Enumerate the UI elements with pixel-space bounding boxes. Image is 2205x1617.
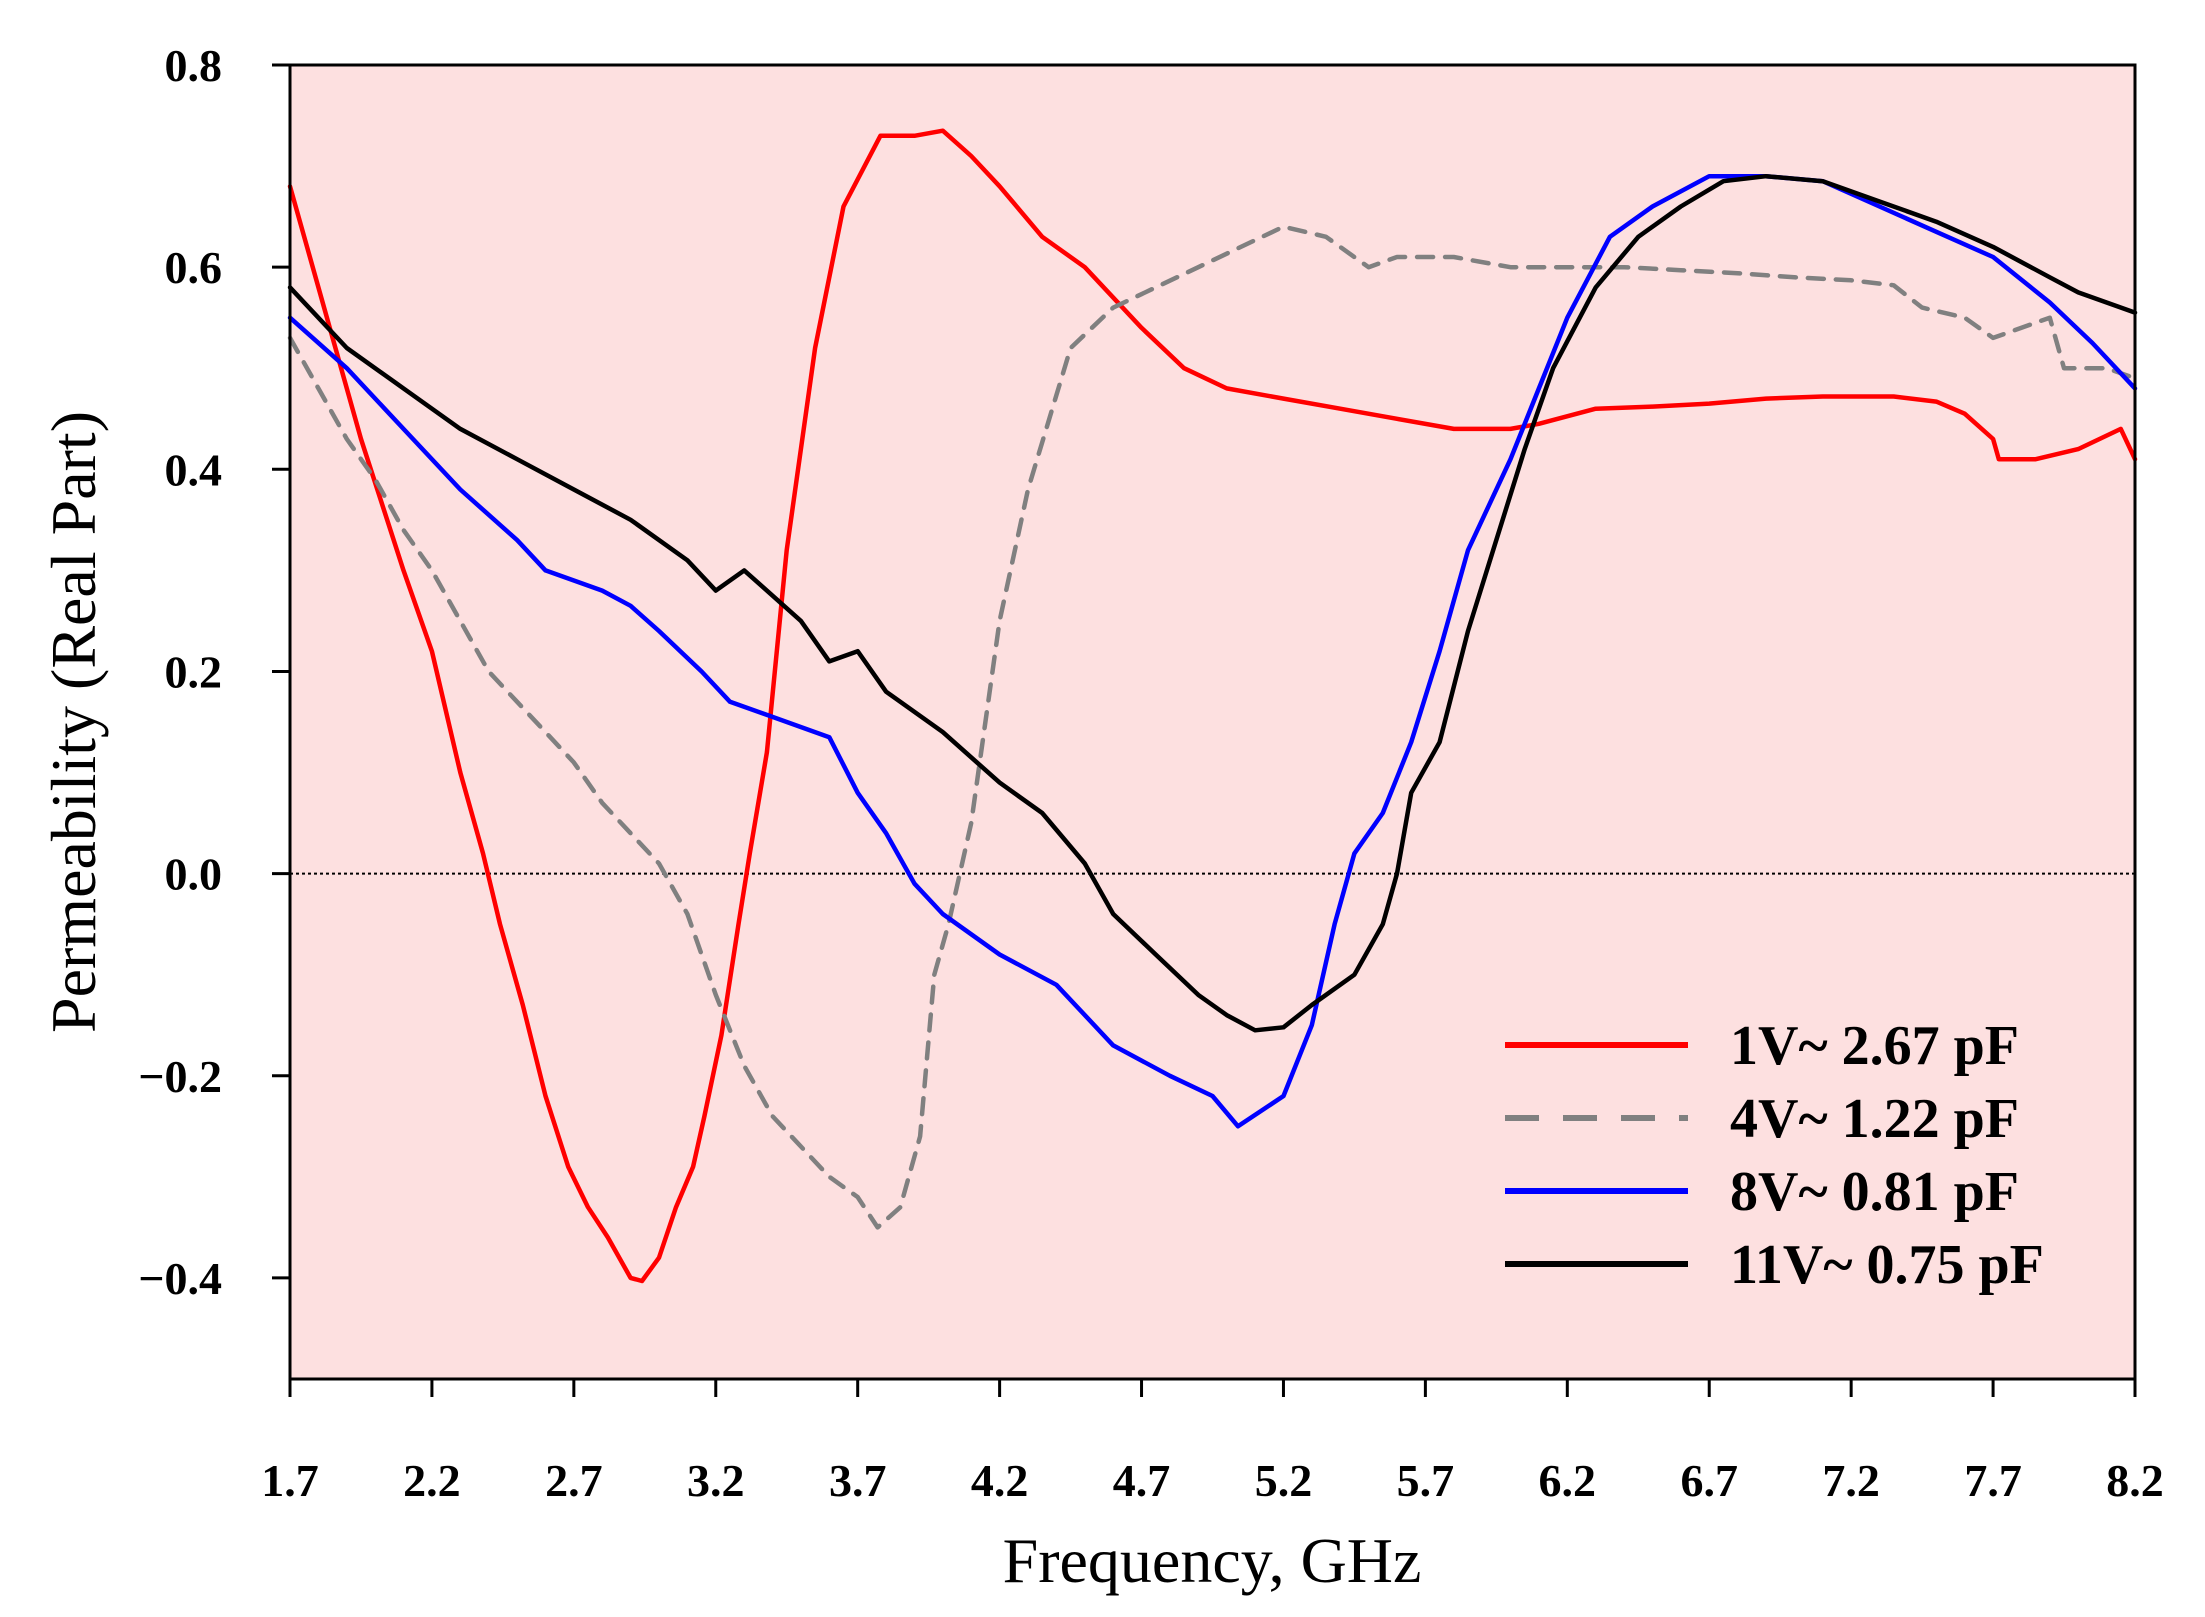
legend-label: 8V~ 0.81 pF: [1730, 1161, 2019, 1223]
series-line-4: [287, 173, 2138, 1033]
x-tick-label: 3.2: [687, 1455, 745, 1506]
y-tick-label: 0.8: [165, 40, 223, 91]
legend: 1V~ 2.67 pF 4V~ 1.22 pF 8V~ 0.81 pF 11V~ 0.…: [1505, 1015, 2044, 1296]
x-tick-label: 7.2: [1822, 1455, 1880, 1506]
y-tick-label: −0.4: [138, 1253, 222, 1304]
series-line-1: [287, 128, 2138, 1284]
series-line-2: [287, 224, 2138, 1230]
x-tick-label: 6.2: [1539, 1455, 1597, 1506]
x-tick-label: 2.7: [545, 1455, 603, 1506]
x-axis-title: Frequency, GHz: [1003, 1525, 1422, 1596]
x-tick-label: 5.7: [1397, 1455, 1455, 1506]
x-tick-label: 7.7: [1964, 1455, 2022, 1506]
x-tick-label: 8.2: [2106, 1455, 2164, 1506]
plot-background: [290, 65, 2135, 1379]
y-axis: 0.8 0.6 0.4 0.2 0.0 −0.2 −0.4: [138, 40, 290, 1304]
y-axis-title: Permeability (Real Part): [38, 411, 109, 1033]
y-tick-label: 0.6: [165, 242, 223, 293]
series-layer: [287, 128, 2138, 1284]
plot-frame: [288, 63, 2137, 1381]
x-tick-label: 4.7: [1113, 1455, 1171, 1506]
legend-label: 1V~ 2.67 pF: [1730, 1015, 2019, 1077]
y-tick-label: −0.2: [138, 1051, 222, 1102]
legend-label: 11V~ 0.75 pF: [1730, 1234, 2044, 1296]
y-tick-label: 0.2: [165, 646, 223, 697]
x-tick-label: 6.7: [1680, 1455, 1738, 1506]
y-tick-label: 0.0: [165, 849, 223, 900]
x-tick-label: 4.2: [971, 1455, 1029, 1506]
x-tick-label: 2.2: [403, 1455, 461, 1506]
x-tick-label: 3.7: [829, 1455, 887, 1506]
x-tick-label: 1.7: [261, 1455, 319, 1506]
x-axis: 1.7 2.2 2.7 3.2 3.7 4.2 4.7 5.2 5.7 6.2 6.7 7.2 7.7 8…: [261, 1379, 2164, 1506]
x-tick-label: 5.2: [1255, 1455, 1313, 1506]
legend-label: 4V~ 1.22 pF: [1730, 1088, 2019, 1150]
y-tick-label: 0.4: [165, 444, 223, 495]
